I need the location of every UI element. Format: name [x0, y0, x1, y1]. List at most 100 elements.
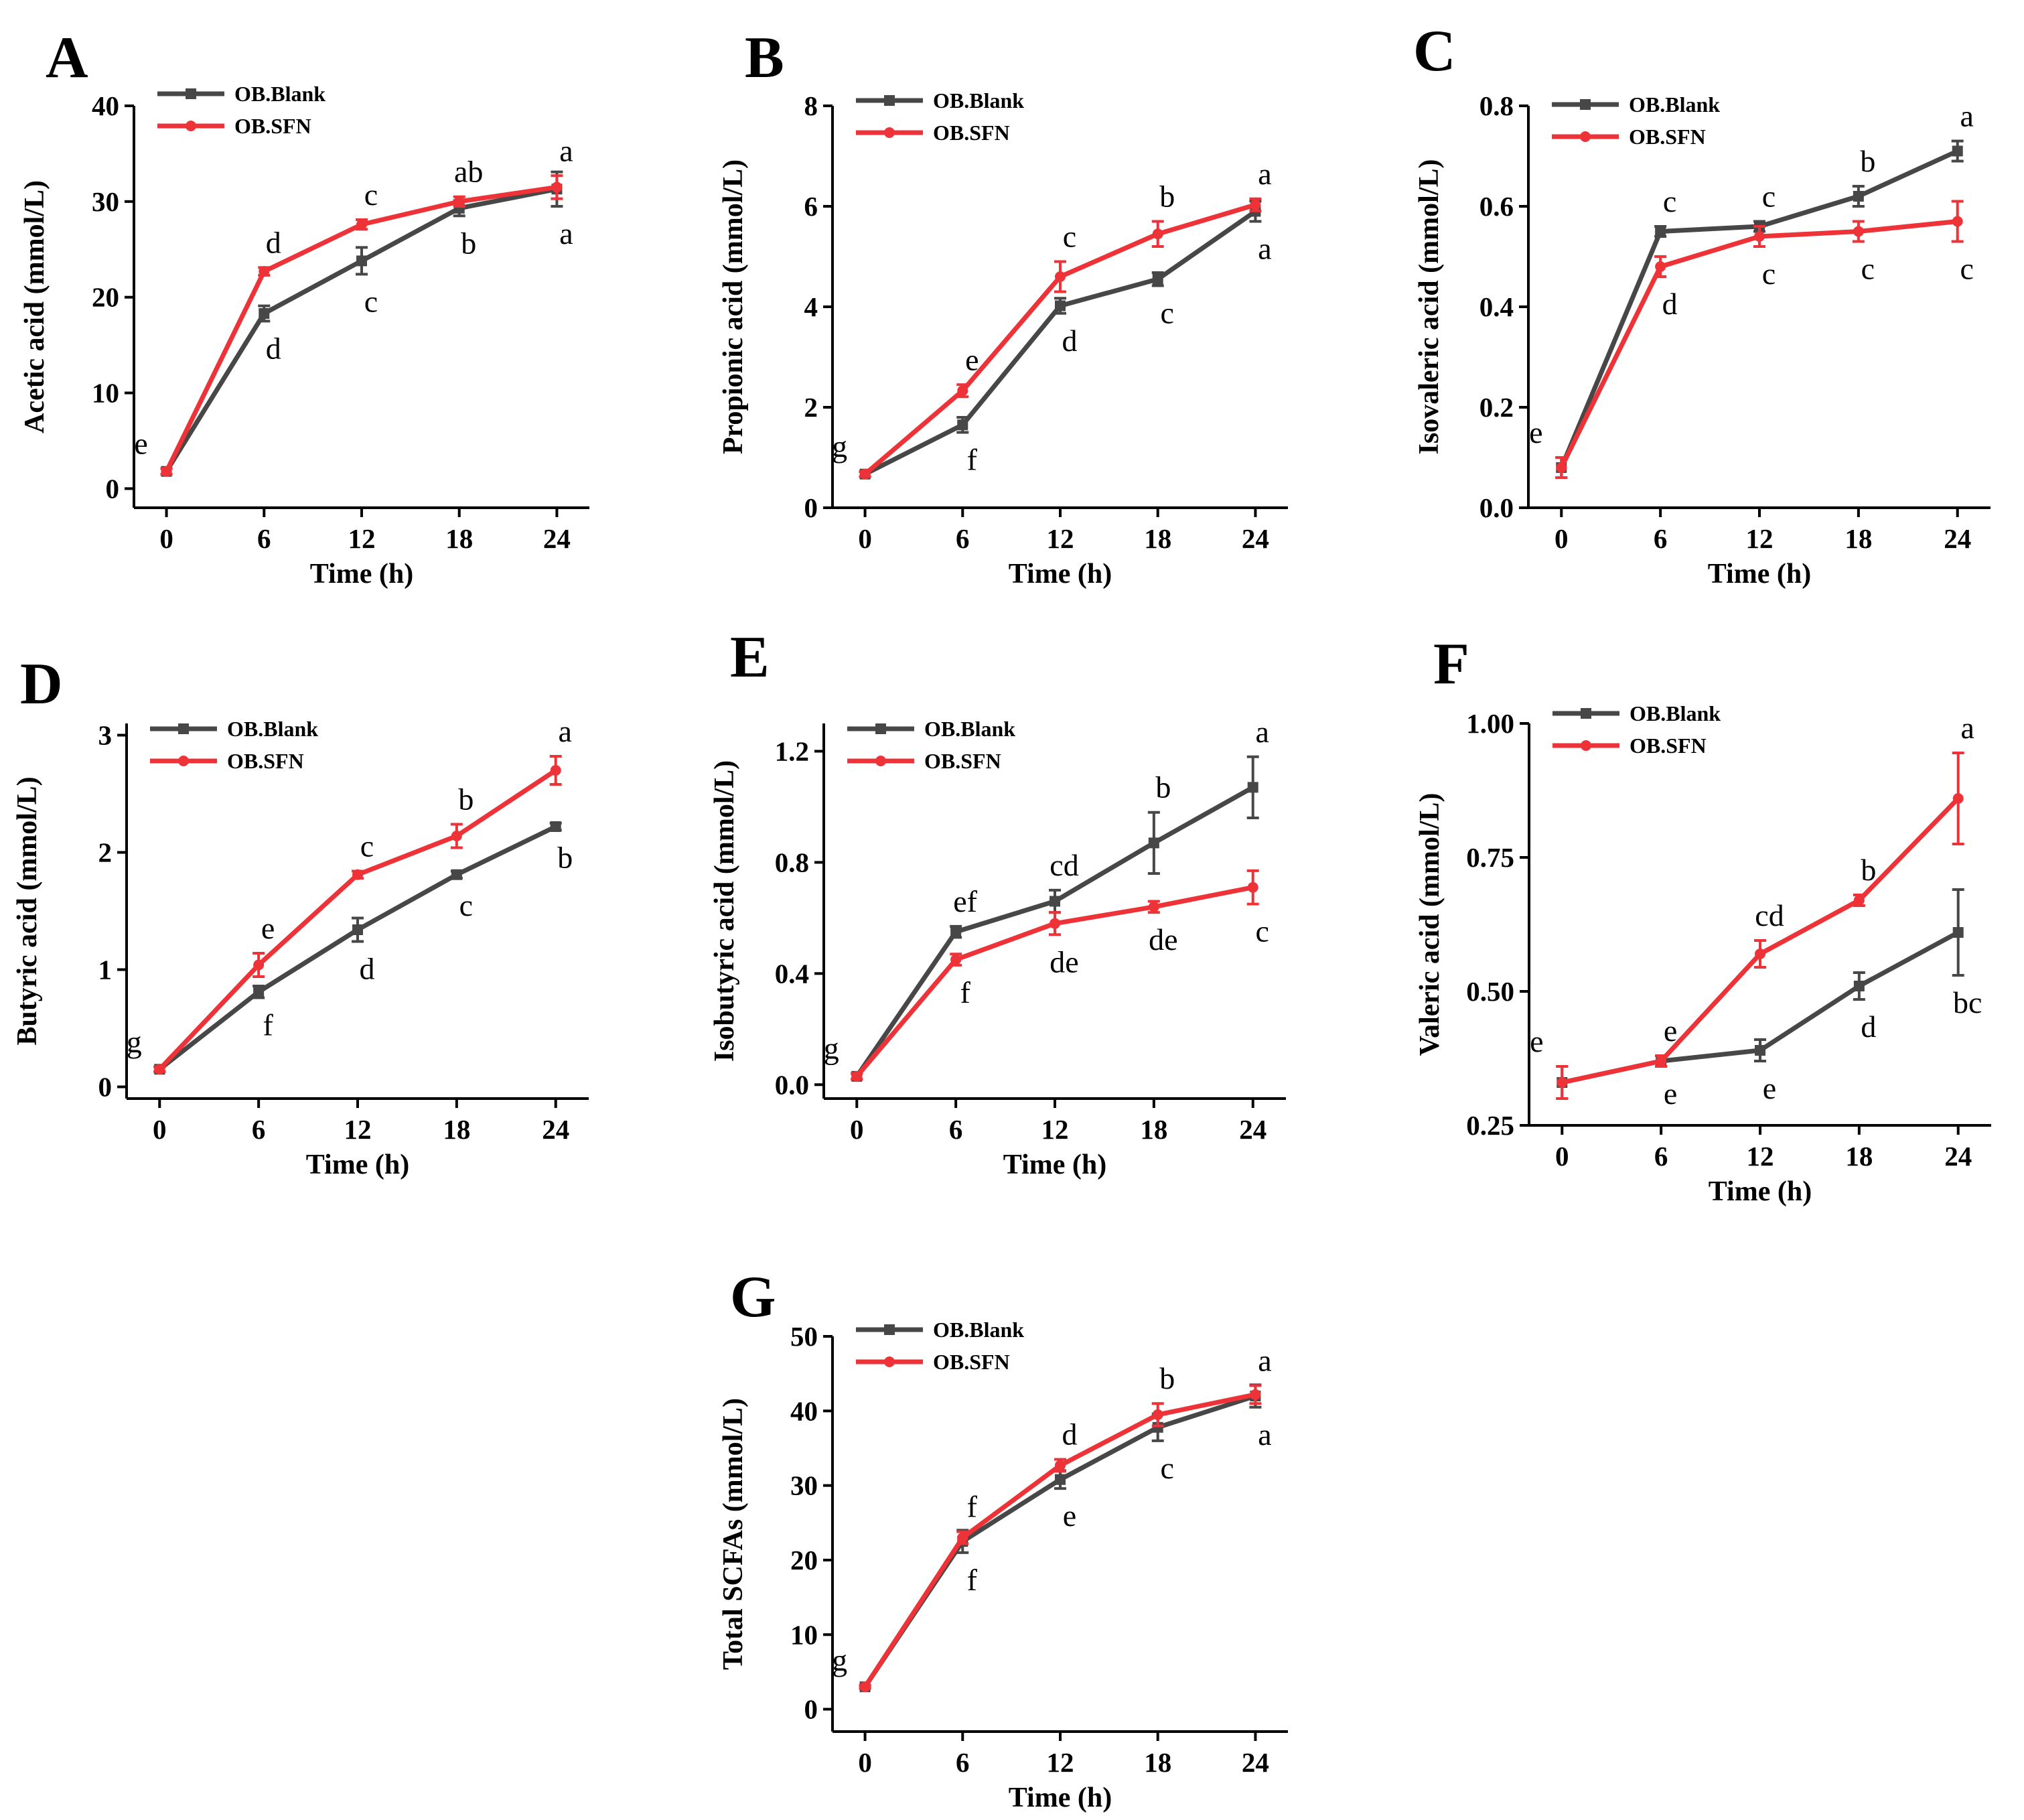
x-axis-title-b: Time (h) — [1009, 559, 1112, 589]
x-axis-title-e: Time (h) — [1003, 1149, 1106, 1180]
data-point-ob-blank-e — [1050, 896, 1060, 907]
series-line-ob-blank-c — [1559, 149, 1960, 470]
y-axis-title-d: Butyric acid (mmol/L) — [12, 776, 43, 1045]
significance-label-ob-sfn-d: b — [458, 782, 474, 817]
x-tick-label-c: 0 — [1555, 523, 1569, 554]
significance-label-ob-sfn-b: a — [1258, 157, 1271, 191]
significance-label-ob-sfn-g: g — [832, 1643, 847, 1677]
data-point-ob-sfn-c — [1754, 231, 1765, 242]
y-tick-label-c: 0.4 — [1479, 291, 1514, 322]
y-tick-label-e: 1.2 — [775, 736, 809, 766]
series-line-ob-blank-b — [863, 209, 1258, 477]
data-point-ob-blank-b — [957, 419, 968, 431]
data-point-ob-sfn-e — [1148, 901, 1159, 912]
y-tick-label-a: 30 — [92, 186, 119, 217]
legend-label-ob-blank-g: OB.Blank — [933, 1318, 1024, 1342]
x-tick-label-f: 0 — [1555, 1141, 1569, 1172]
y-tick-label-b: 0 — [804, 492, 818, 523]
x-tick-label-b: 24 — [1242, 523, 1269, 554]
series-line-ob-sfn-c — [1559, 219, 1960, 470]
data-point-ob-sfn-c — [1655, 261, 1666, 272]
legend-marker-ob-blank-g — [884, 1324, 895, 1335]
y-tick-label-c: 0.0 — [1479, 492, 1514, 523]
significance-label-ob-blank-b: d — [1062, 324, 1078, 358]
y-tick-label-g: 10 — [790, 1619, 818, 1650]
significance-label-ob-blank-g: a — [1258, 1417, 1271, 1452]
significance-label-ob-sfn-a: a — [559, 133, 573, 167]
significance-label-ob-blank-f: bc — [1953, 985, 1982, 1020]
series-line-ob-sfn-b — [863, 202, 1258, 477]
y-tick-label-b: 8 — [804, 90, 818, 121]
significance-label-ob-sfn-f: b — [1861, 853, 1876, 887]
significance-label-ob-blank-b: f — [967, 443, 978, 477]
data-point-ob-sfn-c — [1853, 226, 1864, 237]
legend-label-ob-sfn-b: OB.SFN — [933, 121, 1010, 145]
x-tick-label-a: 18 — [445, 523, 473, 554]
x-tick-label-e: 12 — [1041, 1114, 1069, 1145]
significance-label-ob-sfn-b: b — [1159, 180, 1175, 214]
data-point-ob-blank-g — [1055, 1474, 1066, 1485]
x-tick-label-g: 18 — [1144, 1747, 1171, 1778]
y-tick-label-a: 0 — [106, 473, 120, 504]
legend-marker-ob-sfn-b — [884, 127, 895, 138]
data-point-ob-blank-b — [1152, 273, 1163, 285]
y-axis-title-c: Isovaleric acid (mmol/L) — [1414, 159, 1445, 455]
data-point-ob-blank-c — [1853, 191, 1864, 202]
data-point-ob-blank-c — [1952, 145, 1963, 157]
legend-marker-ob-sfn-f — [1581, 740, 1591, 751]
y-tick-label-g: 50 — [790, 1321, 818, 1352]
data-point-ob-sfn-g — [1055, 1460, 1066, 1471]
x-tick-label-d: 18 — [443, 1114, 470, 1145]
x-tick-label-g: 6 — [956, 1747, 970, 1778]
significance-label-ob-blank-f: e — [1763, 1071, 1776, 1105]
significance-label-ob-sfn-b: e — [965, 342, 979, 376]
data-point-ob-sfn-f — [1557, 1077, 1568, 1088]
x-axis-title-c: Time (h) — [1708, 559, 1811, 589]
significance-label-ob-sfn-d: c — [360, 829, 374, 863]
significance-label-ob-blank-a: b — [461, 226, 476, 260]
significance-label-ob-blank-c: c — [1663, 184, 1676, 218]
significance-label-ob-blank-c: a — [1960, 99, 1974, 133]
data-point-ob-sfn-g — [859, 1681, 871, 1693]
significance-label-ob-sfn-e: de — [1149, 922, 1177, 957]
significance-label-ob-sfn-b: g — [832, 429, 847, 464]
significance-label-ob-blank-b: c — [1161, 296, 1174, 330]
y-tick-label-g: 20 — [790, 1545, 818, 1576]
y-tick-label-e: 0.4 — [775, 958, 809, 989]
y-tick-label-b: 2 — [804, 392, 818, 423]
significance-label-ob-sfn-d: a — [559, 714, 572, 748]
x-tick-label-c: 24 — [1944, 523, 1971, 554]
y-tick-label-b: 6 — [804, 191, 818, 222]
data-point-ob-sfn-a — [356, 219, 367, 230]
legend-marker-ob-blank-a — [186, 88, 196, 99]
data-point-ob-sfn-b — [1250, 199, 1261, 210]
panel-a: A 0 10 20 30 40 0 6 12 18 24 Time (h) Acetic acid (m… — [19, 25, 589, 589]
x-tick-label-c: 6 — [1654, 523, 1668, 554]
significance-label-ob-blank-f: d — [1861, 1009, 1876, 1044]
legend-label-ob-blank-b: OB.Blank — [933, 88, 1024, 113]
data-point-ob-blank-f — [1952, 927, 1964, 938]
data-point-ob-blank-e — [1247, 782, 1258, 793]
panel-c: C 0.0 0.2 0.4 0.6 0.8 0 6 12 18 24 Time (h) Isovaler… — [1413, 19, 1991, 589]
data-point-ob-sfn-e — [1050, 918, 1060, 929]
significance-label-ob-blank-f: e — [1664, 1076, 1677, 1111]
legend-label-ob-blank-a: OB.Blank — [234, 82, 326, 106]
y-tick-label-f: 0.25 — [1466, 1110, 1514, 1141]
data-point-ob-blank-a — [259, 308, 270, 319]
y-axis-title-f: Valeric acid (mmol/L) — [1415, 793, 1445, 1056]
significance-label-ob-sfn-b: c — [1063, 220, 1076, 254]
significance-label-ob-sfn-f: cd — [1755, 898, 1784, 932]
data-point-ob-sfn-f — [1656, 1056, 1667, 1066]
data-point-ob-sfn-b — [859, 468, 871, 480]
legend-marker-ob-blank-f — [1581, 708, 1591, 719]
y-tick-label-g: 0 — [804, 1694, 818, 1725]
significance-label-ob-sfn-e: g — [824, 1032, 839, 1066]
x-tick-label-g: 0 — [858, 1747, 872, 1778]
x-axis-title-g: Time (h) — [1009, 1782, 1112, 1813]
y-tick-label-c: 0.2 — [1479, 392, 1514, 423]
x-tick-label-g: 24 — [1242, 1747, 1269, 1778]
significance-label-ob-blank-d: b — [557, 840, 573, 874]
x-tick-label-b: 0 — [858, 523, 872, 554]
